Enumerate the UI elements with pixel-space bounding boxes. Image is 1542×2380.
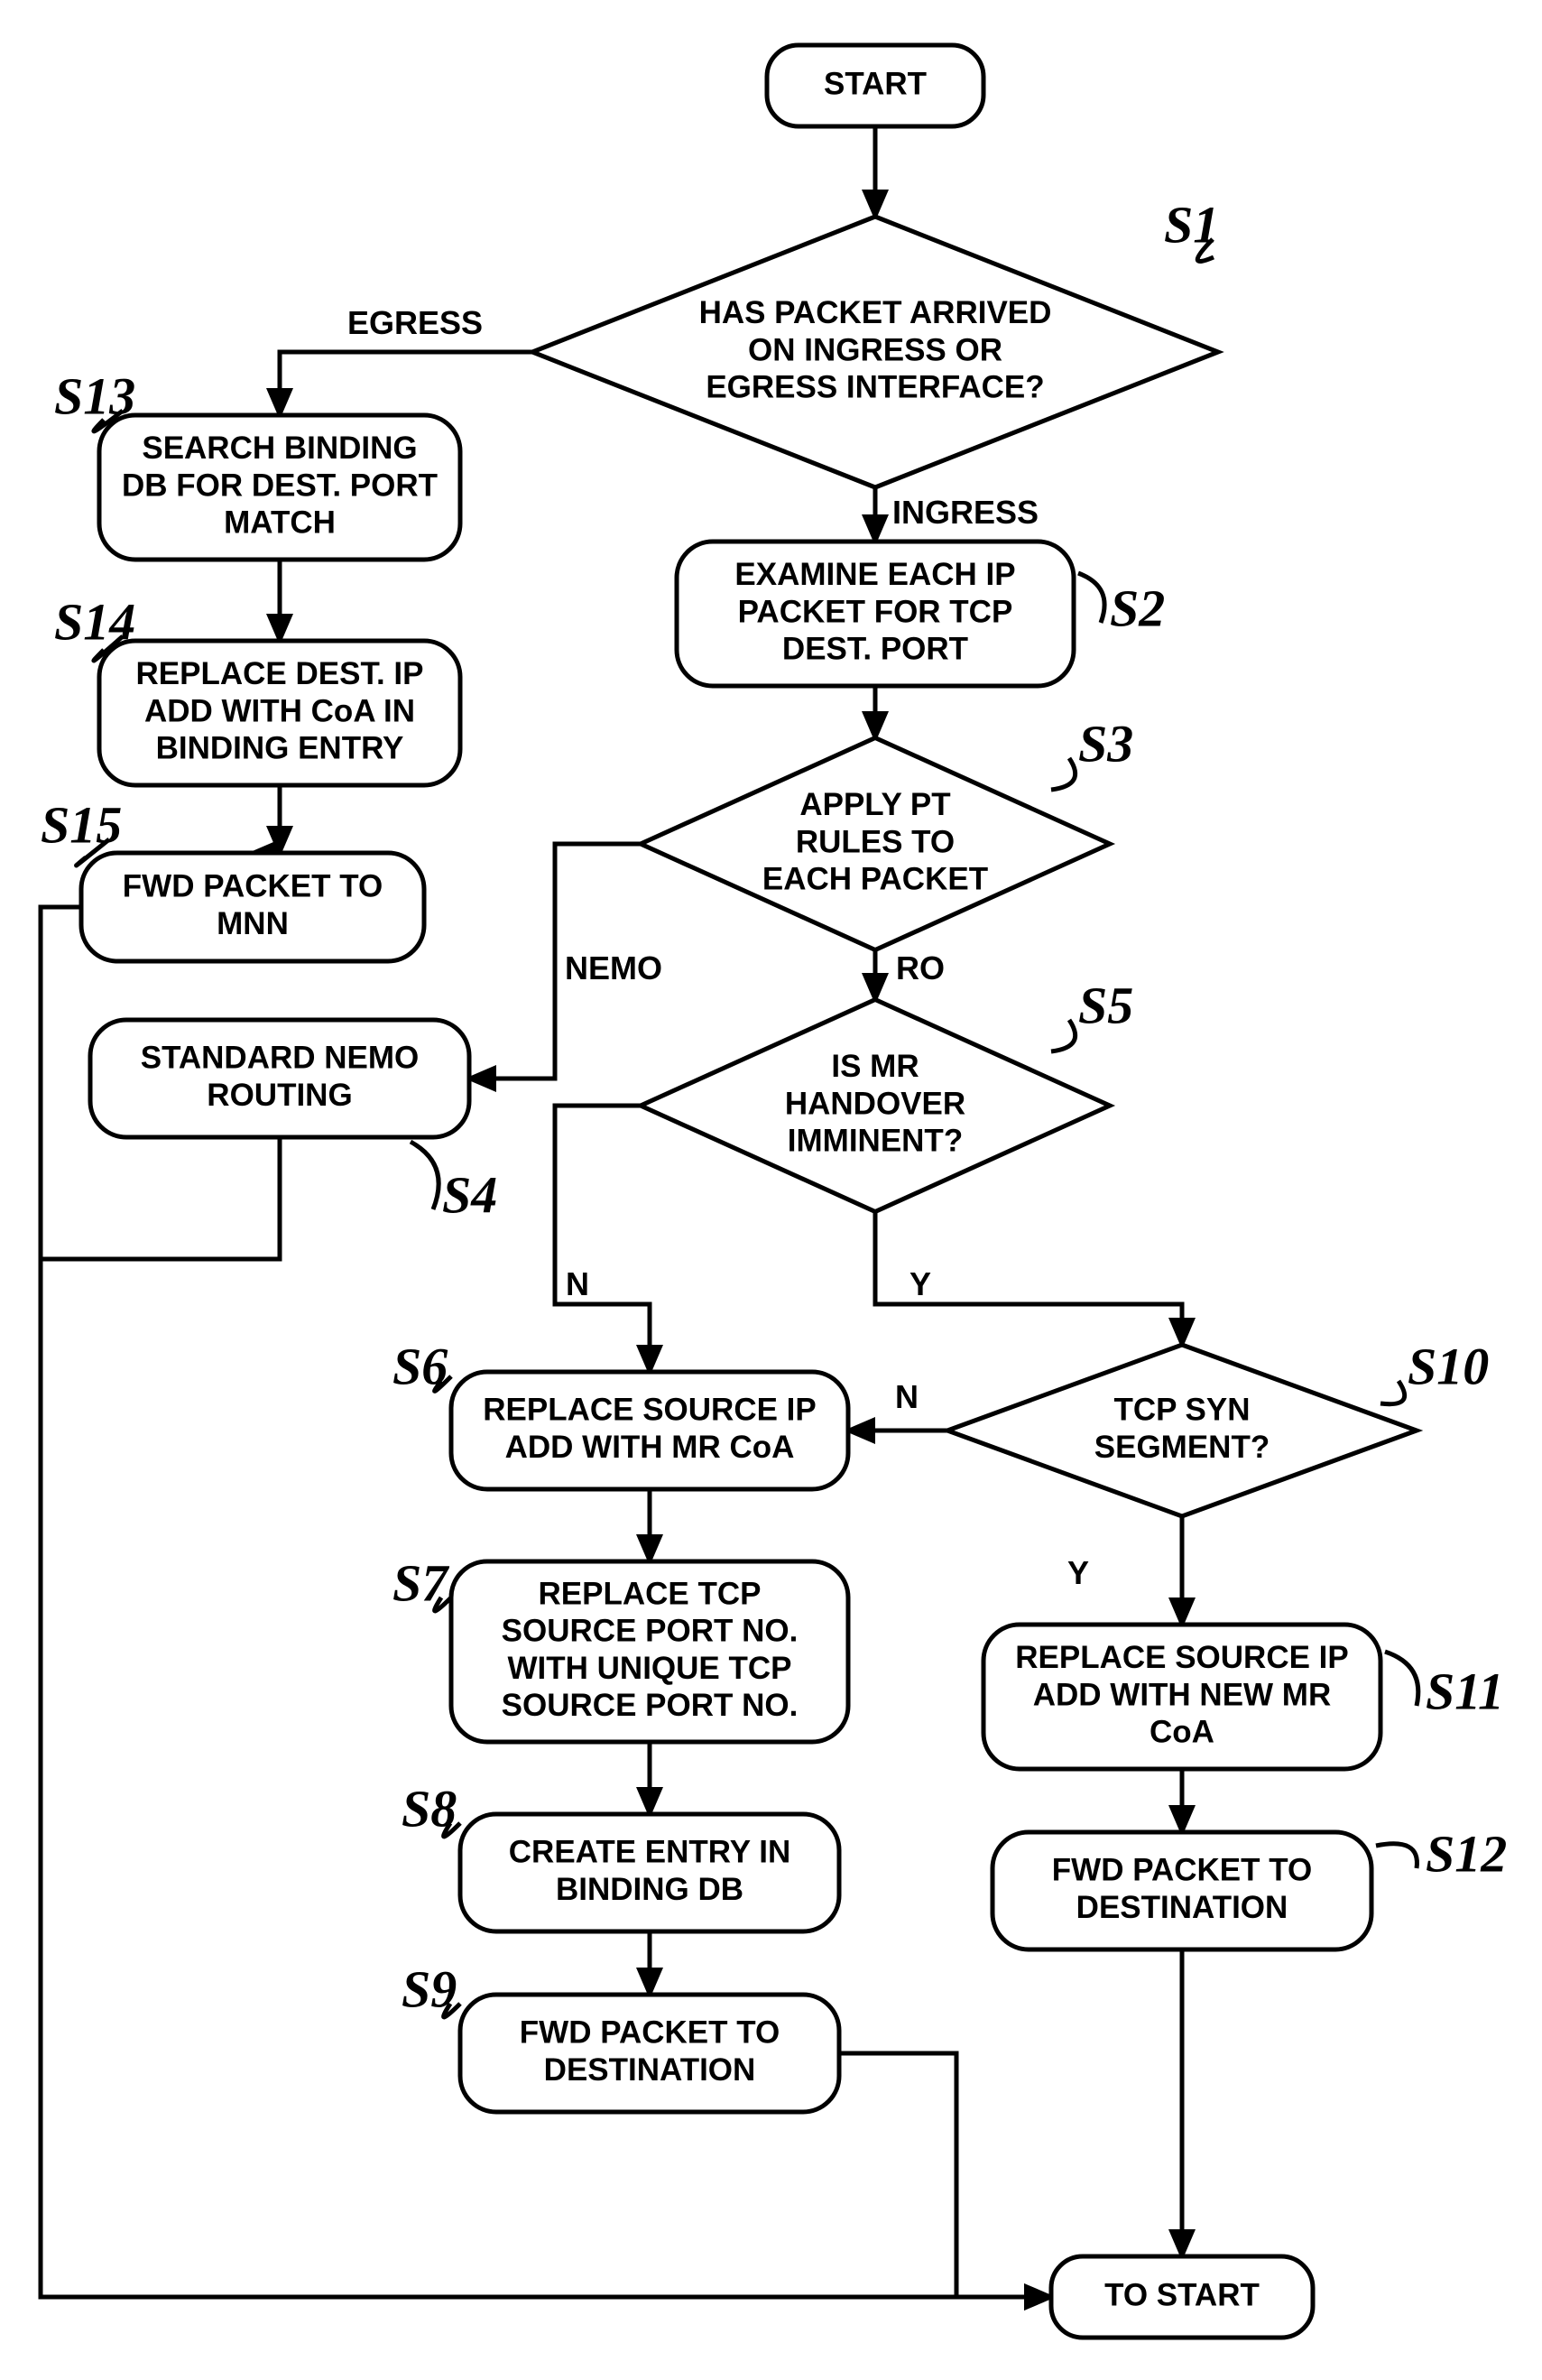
step-label-S8: S8	[402, 1779, 457, 1838]
node-s13-line2: MATCH	[224, 505, 336, 541]
node-s5: IS MRHANDOVERIMMINENT?	[641, 1000, 1110, 1212]
node-s10-line0: TCP SYN	[1113, 1393, 1250, 1428]
node-s2-line2: DEST. PORT	[782, 632, 968, 667]
step-label-S15: S15	[41, 795, 122, 854]
node-s14-line2: BINDING ENTRY	[156, 731, 404, 766]
node-s3-line1: RULES TO	[796, 824, 955, 859]
step-label-S11: S11	[1426, 1662, 1504, 1720]
node-s1-line1: ON INGRESS OR	[748, 332, 1002, 367]
node-s15-line1: MNN	[217, 906, 289, 941]
step-label-S7: S7	[392, 1553, 449, 1612]
node-end-line0: TO START	[1104, 2277, 1260, 2312]
node-s6-line1: ADD WITH MR CoA	[505, 1430, 795, 1465]
edge-label-s3-s4: NEMO	[565, 949, 662, 986]
node-s5-line2: IMMINENT?	[788, 1124, 963, 1159]
step-hook-S4	[411, 1142, 439, 1209]
node-s3-line0: APPLY PT	[799, 787, 950, 822]
node-s15-line0: FWD PACKET TO	[123, 869, 383, 904]
node-s6-line0: REPLACE SOURCE IP	[483, 1393, 817, 1428]
node-s8-line1: BINDING DB	[556, 1872, 743, 1907]
node-s1-line0: HAS PACKET ARRIVED	[699, 295, 1052, 330]
node-s4-line1: ROUTING	[207, 1078, 352, 1113]
node-s11: REPLACE SOURCE IPADD WITH NEW MRCoA	[983, 1625, 1380, 1769]
step-hook-S12	[1376, 1844, 1417, 1868]
edge-s5-s6	[555, 1106, 650, 1372]
node-s8-line0: CREATE ENTRY IN	[509, 1835, 790, 1870]
node-s2-line1: PACKET FOR TCP	[738, 594, 1013, 629]
node-s5-line1: HANDOVER	[785, 1086, 965, 1121]
node-s12: FWD PACKET TODESTINATION	[993, 1832, 1371, 1949]
node-s7-line1: SOURCE PORT NO.	[502, 1614, 799, 1649]
node-s7: REPLACE TCPSOURCE PORT NO.WITH UNIQUE TC…	[451, 1561, 848, 1742]
edge-label-s3-s5: RO	[896, 949, 945, 986]
node-s9-line1: DESTINATION	[544, 2052, 756, 2088]
step-label-S14: S14	[54, 592, 135, 651]
node-s6: REPLACE SOURCE IPADD WITH MR CoA	[451, 1372, 848, 1489]
edge-label-s1-s2: INGRESS	[892, 494, 1039, 531]
step-label-S10: S10	[1408, 1337, 1489, 1395]
edge-label-s10-s11: Y	[1067, 1554, 1089, 1591]
step-label-S12: S12	[1426, 1824, 1507, 1883]
node-s10-line1: SEGMENT?	[1094, 1430, 1270, 1465]
node-s4: STANDARD NEMOROUTING	[90, 1020, 469, 1137]
node-s8: CREATE ENTRY INBINDING DB	[460, 1814, 839, 1931]
node-s14-line1: ADD WITH CoA IN	[144, 693, 415, 728]
node-start-line0: START	[824, 66, 927, 101]
flowchart-canvas: EGRESS INGRESS NEMO RO N Y N Y START HAS PACKET A…	[0, 0, 1542, 2380]
node-s11-line0: REPLACE SOURCE IP	[1015, 1640, 1349, 1675]
node-s14: REPLACE DEST. IPADD WITH CoA INBINDING E…	[99, 641, 460, 785]
node-s7-line0: REPLACE TCP	[539, 1576, 762, 1611]
node-s12-line1: DESTINATION	[1076, 1890, 1288, 1925]
node-s9: FWD PACKET TODESTINATION	[460, 1995, 839, 2112]
node-start: START	[767, 45, 983, 126]
node-s12-line0: FWD PACKET TO	[1052, 1853, 1312, 1888]
edge-s1-s13	[280, 352, 532, 415]
edge-s14-s15	[253, 785, 280, 853]
node-end: TO START	[1051, 2256, 1313, 2338]
step-hook-S11	[1385, 1652, 1418, 1706]
node-s3: APPLY PTRULES TOEACH PACKET	[641, 738, 1110, 950]
node-s7-line3: SOURCE PORT NO.	[502, 1688, 799, 1723]
step-hook-S2	[1078, 573, 1104, 623]
step-label-S13: S13	[54, 366, 135, 425]
node-s5-line0: IS MR	[831, 1049, 919, 1084]
node-s3-line2: EACH PACKET	[762, 862, 988, 897]
step-hook-S3	[1051, 758, 1076, 790]
step-hook-S5	[1051, 1020, 1076, 1051]
edge-label-s1-s13: EGRESS	[347, 304, 483, 341]
node-s13: SEARCH BINDINGDB FOR DEST. PORTMATCH	[99, 415, 460, 560]
node-s1: HAS PACKET ARRIVEDON INGRESS OREGRESS IN…	[532, 217, 1218, 487]
step-label-S5: S5	[1078, 976, 1133, 1034]
edge-label-s10-s6: N	[895, 1378, 919, 1415]
edge-label-s5-s6: N	[566, 1265, 589, 1302]
node-s11-line1: ADD WITH NEW MR	[1033, 1677, 1332, 1712]
step-hook-S10	[1380, 1381, 1405, 1404]
node-s10: TCP SYNSEGMENT?	[947, 1345, 1417, 1516]
step-label-S3: S3	[1078, 714, 1133, 773]
edge-s9-end	[839, 2053, 1051, 2297]
node-s9-line0: FWD PACKET TO	[520, 2015, 780, 2051]
step-label-S9: S9	[402, 1959, 457, 2018]
node-s13-line1: DB FOR DEST. PORT	[122, 468, 438, 503]
node-s15: FWD PACKET TOMNN	[81, 853, 424, 961]
step-label-S6: S6	[392, 1337, 448, 1395]
node-s14-line0: REPLACE DEST. IP	[136, 656, 424, 691]
node-s2-line0: EXAMINE EACH IP	[734, 557, 1015, 592]
edge-label-s5-s10: Y	[910, 1265, 931, 1302]
node-s7-line2: WITH UNIQUE TCP	[508, 1651, 792, 1686]
node-s13-line0: SEARCH BINDING	[142, 431, 417, 466]
edge-s4-end	[41, 1137, 280, 1259]
node-s4-line0: STANDARD NEMO	[141, 1041, 420, 1076]
node-s1-line2: EGRESS INTERFACE?	[706, 370, 1044, 405]
step-label-S4: S4	[442, 1165, 497, 1224]
node-s11-line2: CoA	[1150, 1715, 1214, 1750]
step-label-S2: S2	[1110, 579, 1165, 637]
node-s2: EXAMINE EACH IPPACKET FOR TCPDEST. PORT	[677, 542, 1074, 686]
step-label-S1: S1	[1164, 195, 1219, 254]
